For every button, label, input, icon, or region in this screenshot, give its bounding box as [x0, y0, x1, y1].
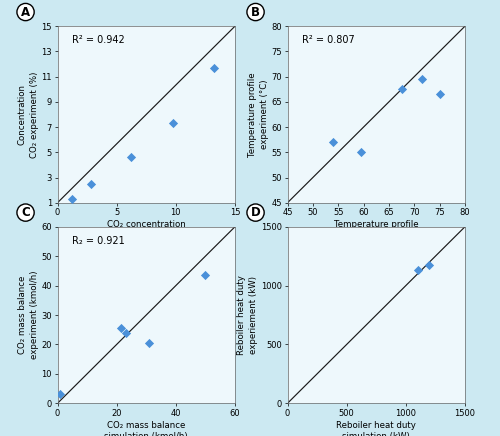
Y-axis label: Reboiler heat duty
experiement (kW): Reboiler heat duty experiement (kW) — [238, 275, 258, 355]
X-axis label: Temperature profile
simulation (°C): Temperature profile simulation (°C) — [334, 220, 418, 241]
Text: R² = 0.942: R² = 0.942 — [72, 35, 124, 45]
Point — [418, 75, 426, 82]
X-axis label: CO₂ concentration
simulation (%): CO₂ concentration simulation (%) — [107, 220, 186, 241]
Point — [127, 154, 135, 161]
Text: R₂ = 0.921: R₂ = 0.921 — [72, 235, 124, 245]
X-axis label: Reboiler heat duty
simulation (kW): Reboiler heat duty simulation (kW) — [336, 421, 416, 436]
Point — [426, 262, 434, 269]
Text: C: C — [21, 206, 30, 219]
Text: R² = 0.807: R² = 0.807 — [302, 35, 354, 45]
Point — [122, 329, 130, 336]
Point — [145, 340, 153, 347]
Y-axis label: Concentration
CO₂ experiment (%): Concentration CO₂ experiment (%) — [18, 71, 38, 158]
Point — [202, 272, 209, 279]
Point — [86, 181, 94, 187]
Point — [414, 267, 422, 274]
Y-axis label: Temperature profile
experiment (°C): Temperature profile experiment (°C) — [248, 72, 268, 157]
Point — [436, 91, 444, 98]
Point — [56, 391, 64, 398]
Text: B: B — [251, 6, 260, 19]
Point — [210, 64, 218, 71]
Point — [170, 120, 177, 127]
Point — [357, 149, 365, 156]
X-axis label: CO₂ mass balance
simulation (kmol/h): CO₂ mass balance simulation (kmol/h) — [104, 421, 188, 436]
Point — [398, 86, 406, 93]
Point — [68, 195, 76, 202]
Point — [117, 325, 125, 332]
Text: A: A — [21, 6, 30, 19]
Point — [329, 139, 337, 146]
Y-axis label: CO₂ mass balance
experiment (kmol/h): CO₂ mass balance experiment (kmol/h) — [18, 271, 38, 359]
Text: D: D — [250, 206, 260, 219]
